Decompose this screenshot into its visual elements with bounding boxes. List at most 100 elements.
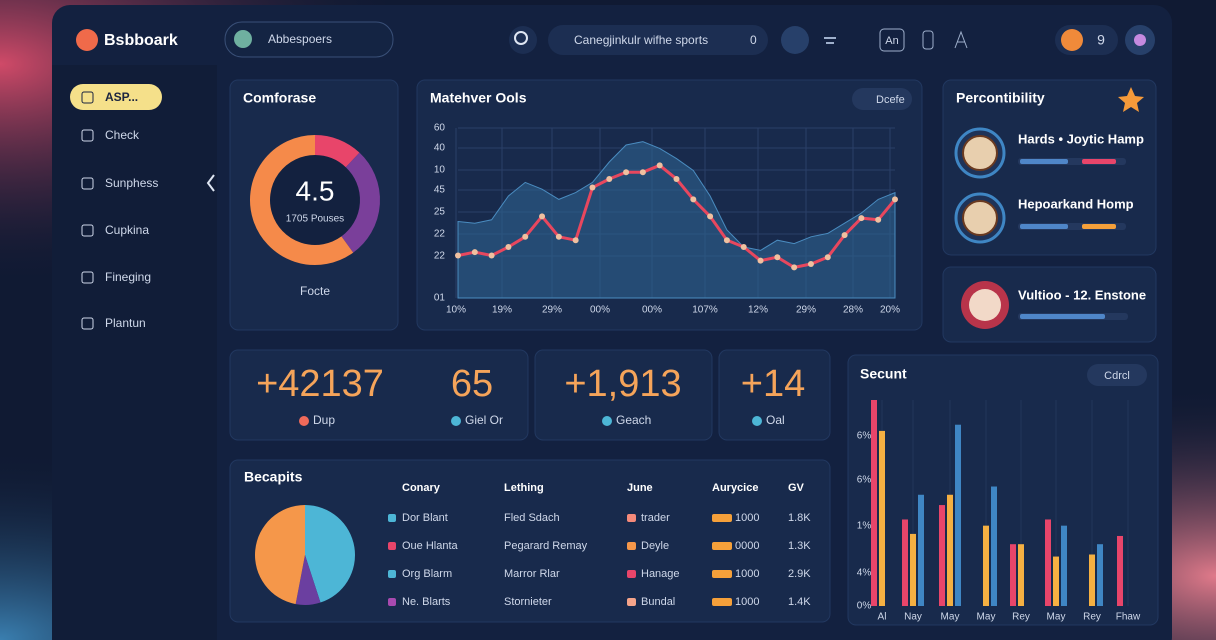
x-label: 00% (590, 305, 610, 316)
nav-item[interactable]: Plantun (105, 316, 146, 330)
stat-label: Oal (766, 413, 785, 427)
item-title[interactable]: Hepoarkand Homp (1018, 196, 1134, 211)
item-title[interactable]: Hards • Joytic Hamp (1018, 131, 1144, 146)
table-cell: trader (641, 512, 670, 524)
nav-item[interactable]: ASP... (105, 90, 138, 104)
bar (879, 430, 885, 606)
row-dot (388, 598, 396, 606)
star-icon[interactable] (1118, 87, 1144, 112)
avatar (234, 30, 252, 48)
avatar (962, 200, 998, 236)
bar (983, 525, 989, 606)
point (774, 254, 781, 261)
table-cell: 1.4K (788, 596, 811, 608)
x-label: 107% (692, 305, 718, 316)
nav-icon[interactable] (81, 317, 94, 330)
column-header: Aurycice (712, 482, 758, 494)
donut-footer: Focte (300, 284, 330, 298)
nav-active[interactable] (70, 84, 162, 110)
point (522, 233, 529, 240)
nav-item[interactable]: Check (105, 128, 140, 142)
card-title: Comforase (243, 90, 316, 106)
x-label: Nay (904, 612, 922, 623)
search-button[interactable] (509, 26, 537, 54)
y-label: 6% (857, 475, 872, 486)
dropdown-icon[interactable] (824, 37, 836, 44)
icon-button[interactable] (879, 28, 905, 52)
pie-slice (295, 555, 321, 605)
x-label: Al (878, 612, 887, 623)
point (488, 252, 495, 259)
card-title: Percontibility (956, 90, 1045, 106)
stat-label: Geach (616, 413, 651, 427)
search-badge: 0 (750, 33, 757, 47)
nav-icon[interactable] (81, 224, 94, 237)
nav-icon[interactable] (81, 177, 94, 190)
nav-icon[interactable] (81, 271, 94, 284)
bar (918, 494, 924, 606)
bar (1089, 554, 1095, 606)
x-label: 19% (492, 305, 512, 316)
card-button[interactable] (1087, 364, 1147, 386)
y-label: 6% (857, 431, 872, 442)
y-label: 01 (434, 293, 446, 304)
bar (947, 494, 953, 606)
mic-button[interactable] (781, 26, 809, 54)
point (824, 254, 831, 261)
x-label: 20% (880, 305, 900, 316)
avatar (969, 289, 1001, 321)
row-dot (627, 570, 636, 578)
table-cell: Pegarard Remay (504, 540, 588, 552)
search-placeholder: Canegjinkulr wifhe sports (574, 33, 708, 47)
point (589, 184, 596, 191)
point (892, 196, 898, 203)
progress-bar (1082, 224, 1116, 229)
row-bar (712, 514, 732, 522)
nav-item[interactable]: Fineging (105, 270, 151, 284)
nav-icon[interactable] (81, 91, 94, 104)
row-dot (627, 598, 636, 606)
table-cell: 0000 (735, 540, 759, 552)
point (875, 216, 882, 223)
nav-icon[interactable] (81, 129, 94, 142)
point (791, 264, 798, 271)
bar (1010, 544, 1016, 606)
stat-dot (752, 416, 762, 426)
nav-item[interactable]: Cupkina (105, 223, 149, 237)
stat-label: Dup (313, 413, 335, 427)
stat-card (718, 349, 831, 441)
card-title: Becapits (244, 469, 303, 485)
point (455, 252, 461, 259)
table-cell: 1000 (735, 596, 759, 608)
point (606, 176, 613, 182)
bar (1053, 556, 1059, 606)
stat-value: +42137 (256, 363, 384, 405)
table-cell: Fled Sdach (504, 512, 560, 524)
x-label: May (977, 612, 996, 623)
x-label: Rey (1012, 612, 1030, 623)
card-title: Secunt (860, 366, 907, 382)
x-label: Rey (1083, 612, 1101, 623)
column-header: Lething (504, 482, 544, 494)
x-label: 00% (642, 305, 662, 316)
point (740, 244, 747, 250)
icon-label: An (885, 35, 898, 47)
column-header: GV (788, 482, 805, 494)
tool-icon[interactable] (922, 30, 934, 50)
donut-segment (250, 135, 354, 265)
y-label: 4% (857, 568, 872, 579)
point (623, 169, 630, 176)
card (847, 354, 1159, 626)
y-label: 60 (434, 123, 446, 134)
collapse-button[interactable] (206, 174, 215, 192)
bar (1045, 519, 1051, 606)
user-avatar (1061, 29, 1083, 51)
card-button[interactable] (852, 88, 912, 110)
tool-icon[interactable] (954, 30, 968, 49)
nav-item[interactable]: Sunphess (105, 176, 158, 190)
donut-hole (270, 155, 360, 245)
progress-bar (1020, 224, 1068, 229)
search-field[interactable] (548, 25, 768, 55)
donut-segment (314, 135, 360, 168)
profile-search[interactable] (224, 21, 394, 58)
